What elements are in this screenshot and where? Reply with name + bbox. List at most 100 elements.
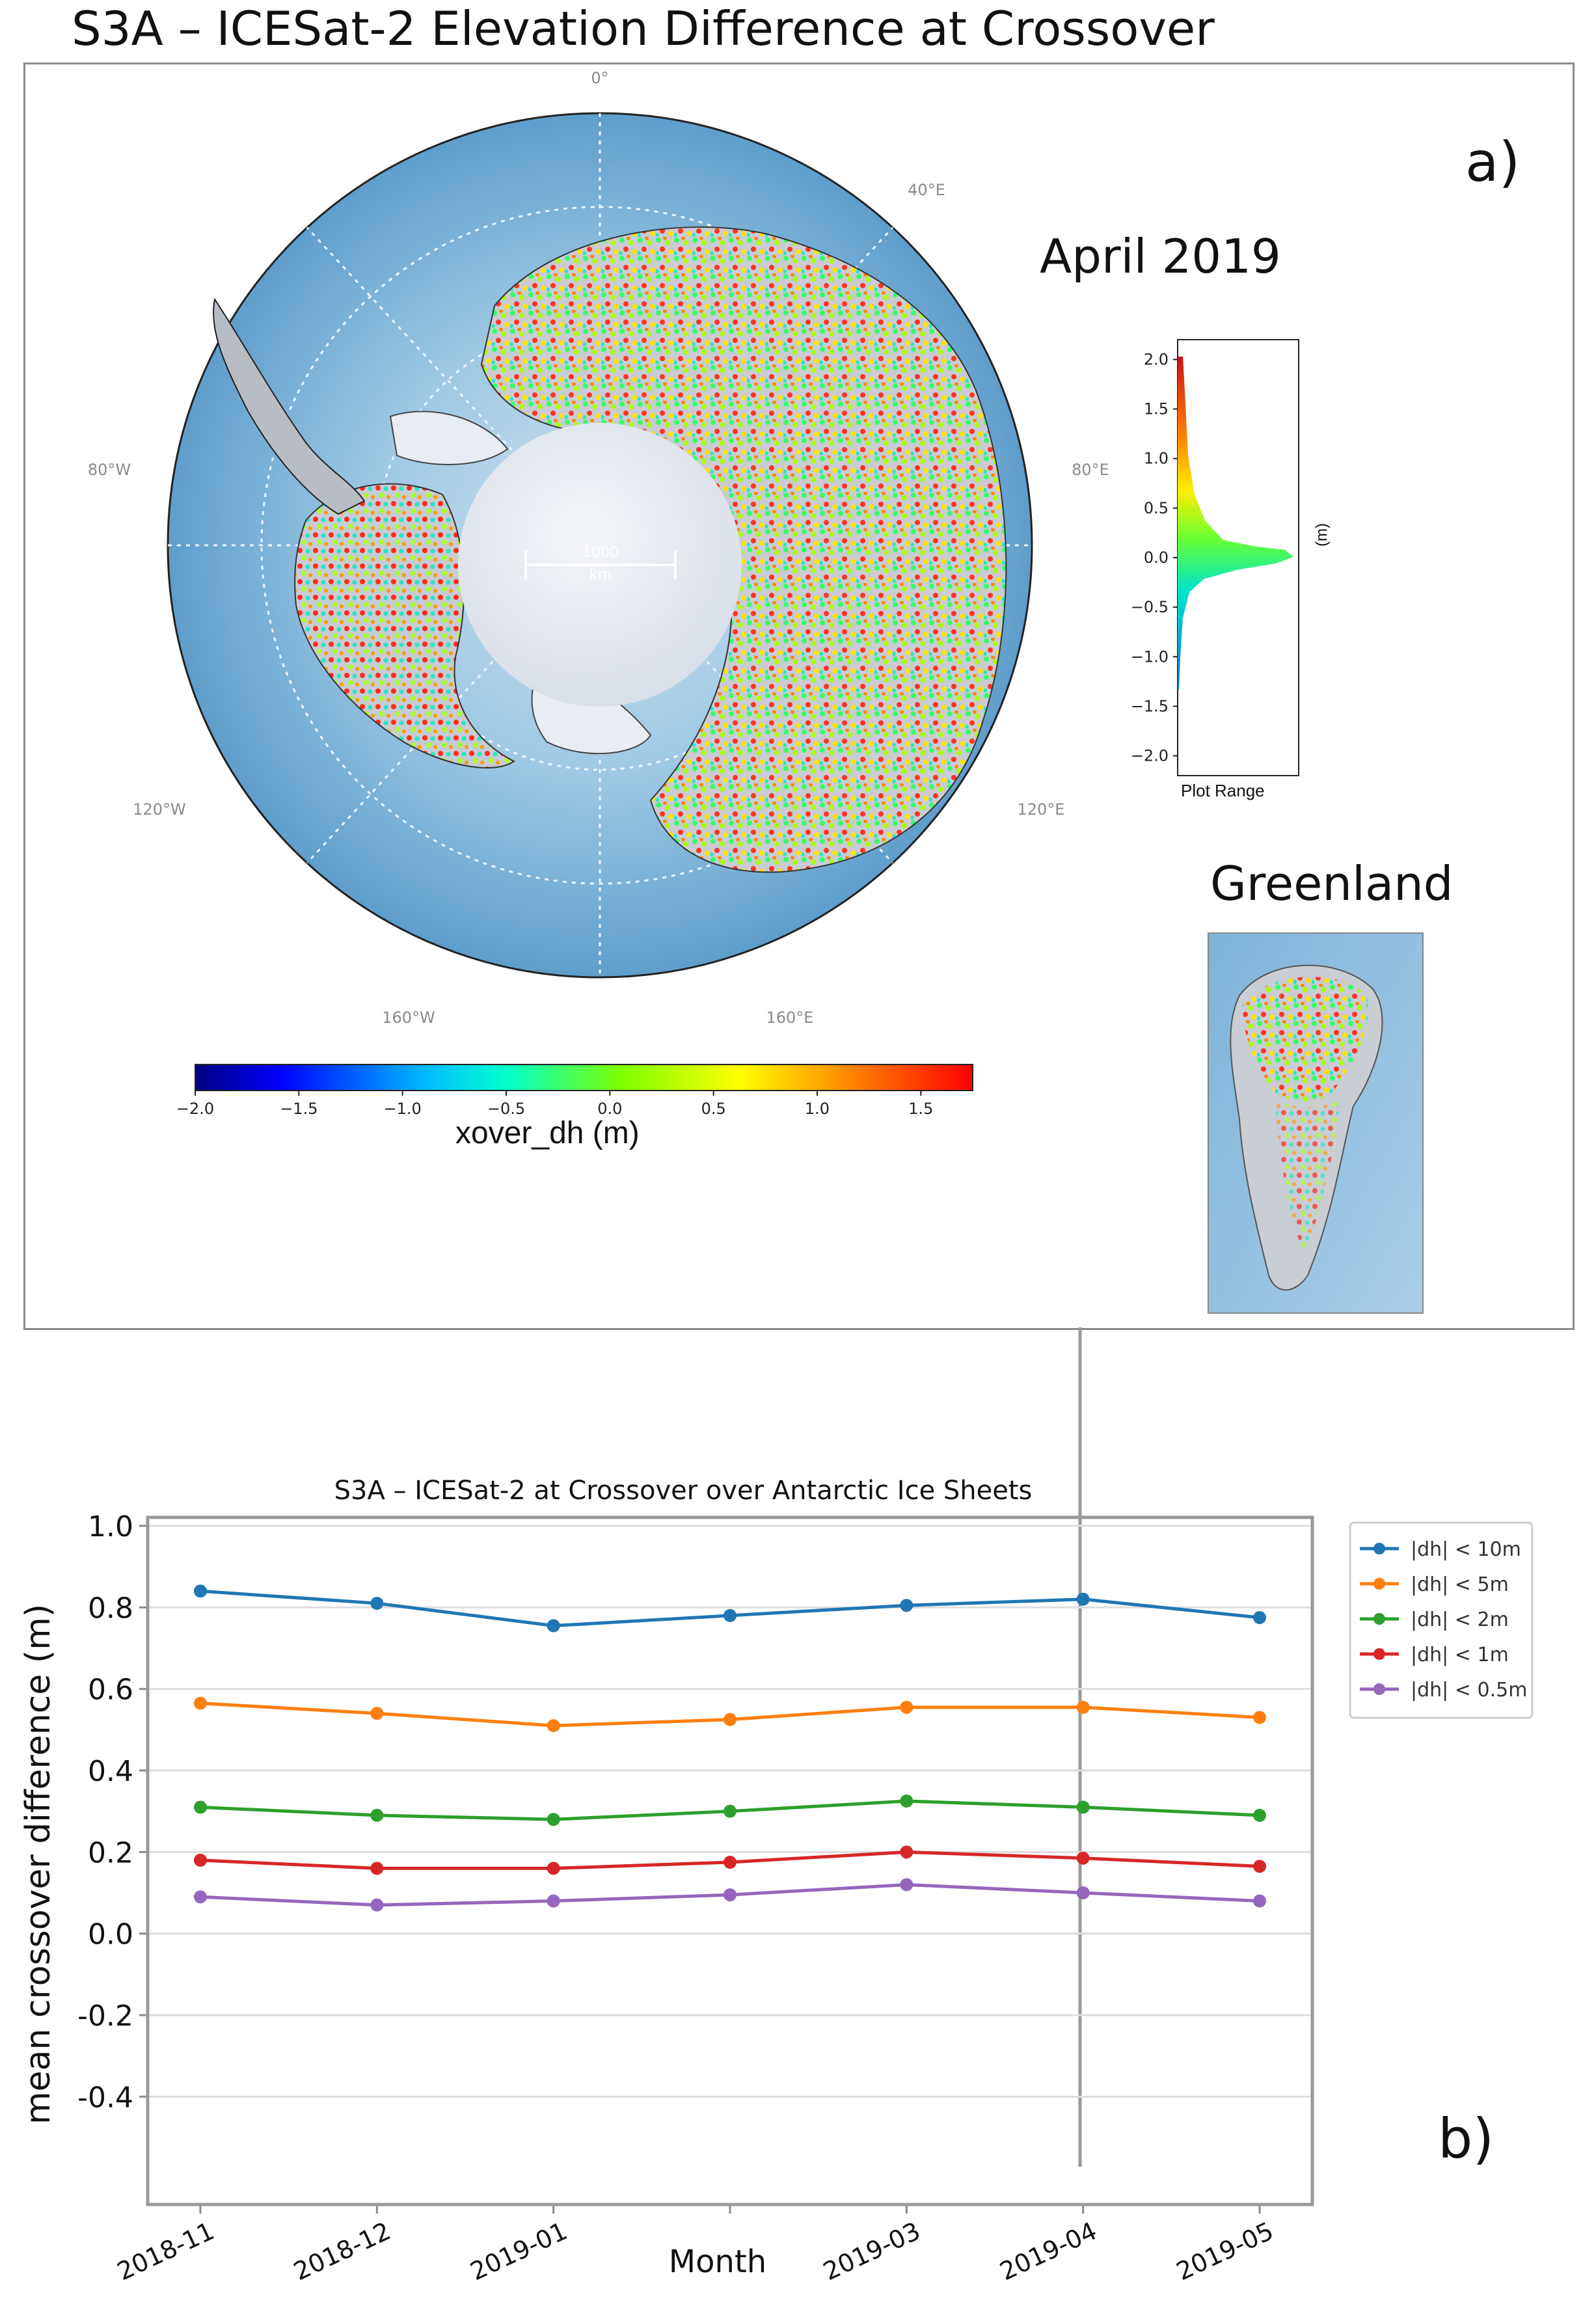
histogram-tick-label: −1.5 [1131, 697, 1169, 715]
colorbar-tick-label: −1.0 [384, 1100, 422, 1118]
legend-marker [1373, 1648, 1385, 1660]
lon-label-160w: 160°W [382, 1009, 435, 1027]
lon-label-0: 0° [591, 69, 608, 87]
colorbar-tick-label: −2.0 [176, 1100, 214, 1118]
scale-bar-value: 1000 [582, 545, 619, 561]
colorbar-tick-label: 1.0 [805, 1100, 830, 1118]
greenland-crossover-points [1243, 977, 1368, 1102]
series-point [724, 1888, 737, 1902]
colorbar-tick-label: 1.5 [908, 1100, 933, 1118]
chart-legend: |dh| < 10m |dh| < 5m |dh| < 2m |dh| < 1m |dh… [1349, 1521, 1534, 1719]
lon-label-120w: 120°W [133, 800, 186, 819]
series-point [724, 1856, 737, 1869]
x-tick-label: 2019-05 [1172, 2216, 1277, 2286]
histogram-xlabel: Plot Range [1181, 781, 1265, 800]
legend-marker [1373, 1683, 1385, 1695]
series-point [1076, 1592, 1090, 1606]
x-tick-label: 2019-03 [819, 2216, 925, 2286]
histogram-tick-label: −2.0 [1131, 747, 1169, 765]
lon-label-40e: 40°E [908, 181, 945, 199]
y-tick-label: 0.6 [88, 1674, 133, 1707]
lon-label-120e: 120°E [1018, 800, 1065, 819]
y-tick-label: 0.4 [88, 1755, 133, 1788]
series-point [370, 1898, 384, 1912]
histogram-tick-label: −1.0 [1131, 647, 1169, 666]
y-tick-label: 1.0 [88, 1510, 133, 1543]
x-tick-label: 2019-04 [995, 2216, 1101, 2286]
series-point [900, 1700, 913, 1714]
colorbar-tick-label: 0.5 [701, 1100, 726, 1118]
series-point [900, 1845, 913, 1859]
greenland-inset [1208, 932, 1424, 1314]
colorbar-tick-label: −1.5 [280, 1100, 318, 1118]
series-point [370, 1808, 384, 1822]
series-point [1253, 1611, 1266, 1624]
series-lines [194, 1584, 1266, 1912]
greenland-crossover-tracks [1275, 1100, 1340, 1256]
figure-title: S3A – ICESat-2 Elevation Difference at C… [72, 1, 1215, 56]
series-point [194, 1853, 207, 1867]
y-tick-label: 0.8 [88, 1592, 133, 1625]
histogram-tick-label: 1.5 [1144, 400, 1169, 418]
series-point [1253, 1808, 1266, 1822]
scale-bar-unit: km [589, 567, 612, 583]
histogram-tick-label: −0.5 [1131, 598, 1169, 616]
histogram-inset [1177, 339, 1299, 776]
series-point [194, 1890, 207, 1904]
series-point [547, 1719, 560, 1733]
histogram-ticks: 2.0 1.5 1.0 0.5 0.0 −0.5 −1.0 −1.5 −2.0 [1131, 350, 1178, 765]
series-point [724, 1804, 737, 1818]
colorbar-label: xover_dh (m) [455, 1116, 640, 1150]
colorbar-tick-label: 0.0 [597, 1100, 622, 1118]
grid-lines [148, 1525, 1312, 2098]
series-point [370, 1862, 384, 1875]
series-point [724, 1713, 737, 1726]
chart-title: S3A – ICESat-2 at Crossover over Antarct… [334, 1476, 1033, 1506]
panel-a-frame [23, 62, 1575, 1330]
x-axis-label: Month [669, 2244, 766, 2280]
y-tick-label: -0.2 [77, 2000, 133, 2033]
series-point [547, 1813, 560, 1826]
histogram-bars [1178, 357, 1293, 690]
legend-marker [1373, 1613, 1385, 1625]
series-point [1253, 1711, 1266, 1724]
series-point [547, 1894, 560, 1908]
antarctic-peninsula [213, 297, 366, 515]
antarctica-map: 1000 km [167, 112, 1033, 979]
series-point [1076, 1800, 1090, 1814]
ronne-ice-shelf [389, 411, 509, 465]
histogram-tick-label: 1.0 [1144, 450, 1169, 468]
series-point [724, 1608, 737, 1622]
y-axis-ticks: 1.0 0.8 0.6 0.4 0.2 0.0 -0.2 -0.4 [77, 1510, 148, 2114]
legend-entry-label: |dh| < 0.5m [1411, 1679, 1527, 1702]
series-point [194, 1696, 207, 1710]
histogram-tick-label: 0.5 [1144, 499, 1169, 517]
legend-entry-label: |dh| < 10m [1411, 1538, 1521, 1561]
scale-bar [524, 550, 677, 579]
series-point [1076, 1886, 1090, 1899]
series-point [900, 1599, 913, 1612]
colorbar-tick-label: −0.5 [487, 1100, 525, 1118]
x-tick-label: 2018-12 [290, 2216, 395, 2286]
legend-marker [1373, 1578, 1385, 1590]
lon-label-80e: 80°E [1072, 461, 1109, 479]
series-point [1253, 1860, 1266, 1873]
legend-entry-label: |dh| < 1m [1411, 1644, 1509, 1666]
histogram-tick-label: 2.0 [1144, 350, 1169, 368]
series-point [900, 1878, 913, 1892]
legend-marker [1373, 1543, 1385, 1554]
y-tick-label: 0.2 [88, 1836, 133, 1869]
colorbar [195, 1064, 973, 1091]
series-point [1076, 1700, 1090, 1714]
colorbar-ticks: −2.0 −1.5 −1.0 −0.5 0.0 0.5 1.0 1.5 [176, 1091, 933, 1118]
x-tick-label: 2019-01 [466, 2216, 571, 2286]
lon-label-160e: 160°E [766, 1009, 814, 1027]
panel-b-label: b) [1438, 2107, 1495, 2171]
legend-entry-label: |dh| < 5m [1411, 1573, 1509, 1596]
panel-a-label: a) [1465, 130, 1521, 194]
longitude-labels: 0° 40°E 80°E 120°E 160°E 160°W 120°W 80°… [88, 69, 1109, 1027]
greenland-label: Greenland [1210, 856, 1454, 911]
y-tick-label: -0.4 [77, 2081, 133, 2114]
series-point [547, 1862, 560, 1875]
series-point [370, 1707, 384, 1720]
